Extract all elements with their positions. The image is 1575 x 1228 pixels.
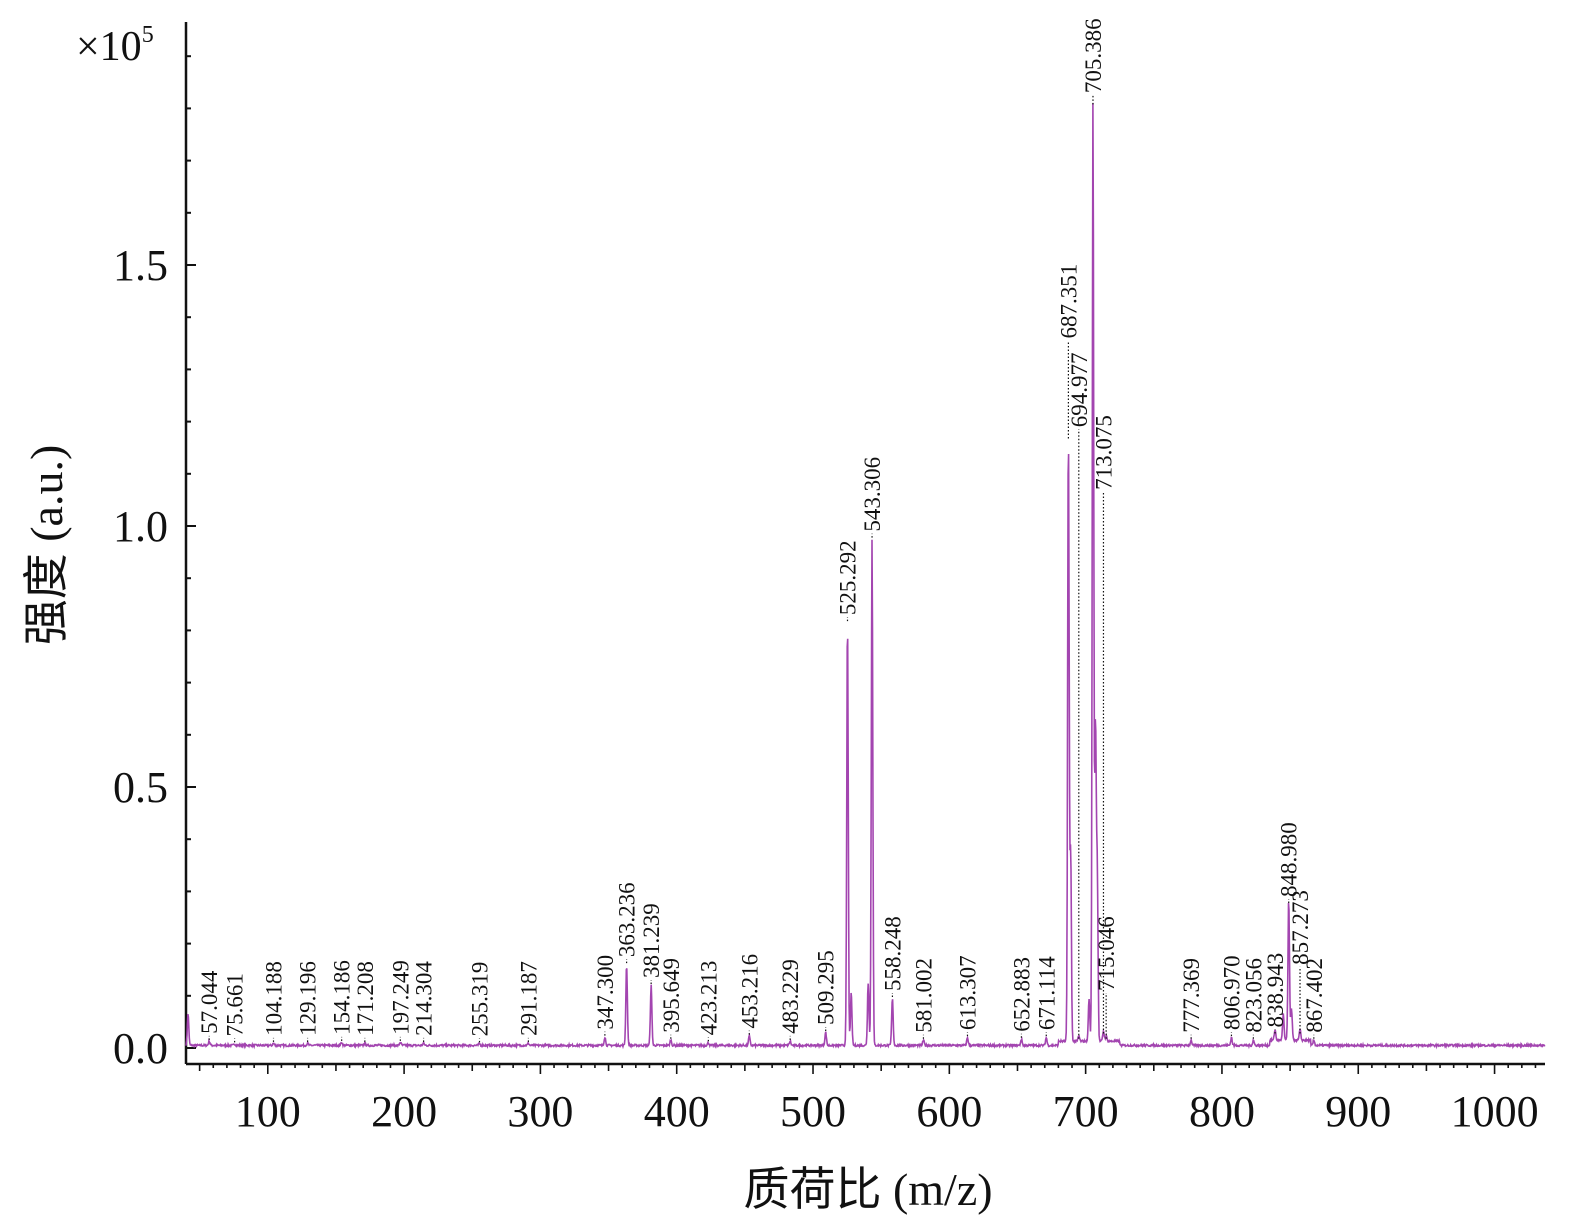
x-tick-label: 800 (1189, 1087, 1255, 1136)
x-tick-label: 600 (916, 1087, 982, 1136)
peak-label: 347.300 (593, 955, 618, 1030)
peak-label: 613.307 (955, 955, 980, 1030)
y-tick-label: 1.5 (113, 241, 168, 290)
peak-label: 509.295 (814, 950, 839, 1025)
peak-label: 291.187 (516, 961, 541, 1036)
y-tick-label: 0.0 (113, 1024, 168, 1073)
x-tick-label: 200 (371, 1087, 437, 1136)
x-tick-label: 1000 (1451, 1087, 1539, 1136)
spectrum-line (185, 103, 1546, 1050)
peak-label: 581.002 (911, 958, 936, 1033)
y-multiplier: ×105 (76, 22, 154, 70)
peak-label: 75.661 (223, 973, 248, 1036)
peak-label: 483.229 (778, 959, 803, 1034)
peak-label: 255.319 (467, 962, 492, 1037)
peak-label: 154.186 (330, 960, 355, 1035)
peak-label: 197.249 (388, 960, 413, 1035)
peak-label: 453.216 (737, 954, 762, 1029)
y-tick-label: 1.0 (113, 502, 168, 551)
peak-label: 381.239 (639, 903, 664, 978)
peak-label: 171.208 (353, 961, 378, 1036)
peak-label: 214.304 (412, 961, 437, 1036)
peak-label: 705.386 (1081, 18, 1106, 93)
peak-label: 713.075 (1091, 415, 1116, 490)
x-tick-label: 400 (644, 1087, 710, 1136)
peak-label: 694.977 (1067, 353, 1092, 428)
peak-label: 543.306 (860, 457, 885, 532)
x-axis-title: 质荷比 (m/z) (743, 1164, 992, 1215)
peak-label: 129.196 (296, 961, 321, 1036)
x-tick-label: 900 (1325, 1087, 1391, 1136)
peak-label: 104.188 (261, 961, 286, 1036)
peak-label: 671.114 (1034, 956, 1059, 1030)
x-tick-label: 100 (235, 1087, 301, 1136)
peak-label: 395.649 (659, 958, 684, 1033)
x-tick-label: 700 (1053, 1087, 1119, 1136)
peak-label: 806.970 (1219, 955, 1244, 1030)
peak-label: 525.292 (835, 540, 860, 615)
peak-label: 823.056 (1241, 958, 1266, 1033)
x-tick-label: 500 (780, 1087, 846, 1136)
peak-label: 777.369 (1179, 958, 1204, 1033)
peak-label: 363.236 (615, 882, 640, 957)
peak-label: 838.943 (1263, 953, 1288, 1028)
x-tick-label: 300 (507, 1087, 573, 1136)
y-tick-label: 0.5 (113, 763, 168, 812)
peak-labels: 57.044 75.661 104.188 129.196 154.186171.208… (197, 18, 1327, 1043)
peak-label: 57.044 (197, 970, 222, 1034)
peak-label: 715.046 (1094, 916, 1119, 991)
axes: 0.0 0.5 1.0 1.5 100 200 300 400 500 600 700 800 900 1… (113, 22, 1545, 1136)
peak-label: 558.248 (880, 916, 905, 991)
peak-label: 867.402 (1302, 958, 1327, 1033)
peak-label: 687.351 (1056, 264, 1081, 339)
peak-label: 848.980 (1277, 822, 1302, 897)
y-axis-title: 强度 (a.u.) (21, 445, 72, 646)
peak-label: 857.273 (1288, 890, 1313, 965)
peak-label: 423.213 (696, 961, 721, 1036)
peak-label: 652.883 (1009, 957, 1034, 1032)
